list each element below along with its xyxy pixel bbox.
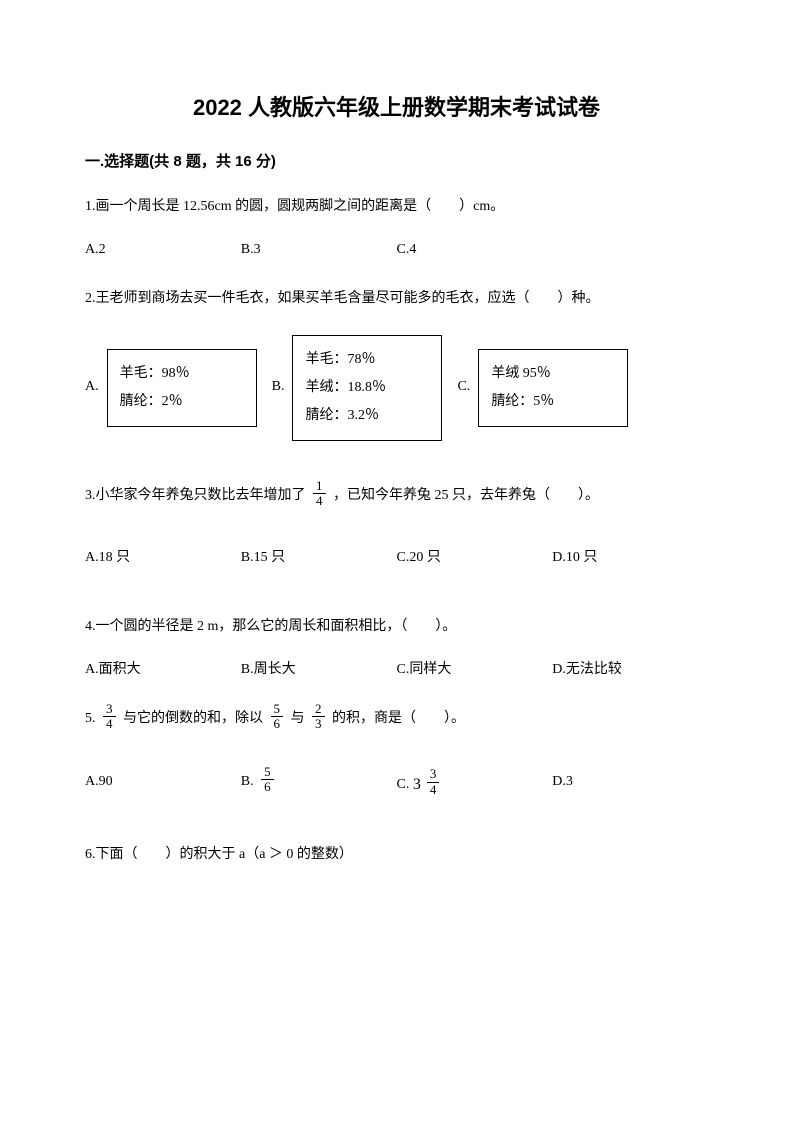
q5-f1-num: 3	[103, 702, 116, 717]
q3-text: 3.小华家今年养兔只数比去年增加了 1 4 ，已知今年养兔 25 只，去年养兔（…	[85, 481, 708, 512]
q5-text-p1: 5.	[85, 711, 96, 726]
q1-opt-spacer	[552, 235, 708, 266]
q3-optA: A.18 只	[85, 543, 241, 574]
q2-optB-group: B. 羊毛：78％ 羊绒：18.8％ 腈纶：3.2％	[272, 335, 443, 441]
q5-text-p3: 与	[291, 711, 305, 726]
q5-spacer	[85, 747, 708, 767]
q2-optA-box: 羊毛：98％ 腈纶：2％	[107, 349, 257, 427]
spacer-q3q4	[85, 592, 708, 612]
q3-options: A.18 只 B.15 只 C.20 只 D.10 只	[85, 543, 708, 574]
q2-optA-group: A. 羊毛：98％ 腈纶：2％	[85, 349, 257, 427]
q3-text-p2: ，已知今年养兔 25 只，去年养兔（ ）。	[333, 488, 599, 503]
q5-optB-frac: 5 6	[261, 765, 274, 795]
q3-frac-den: 4	[313, 494, 326, 508]
question-5: 5. 3 4 与它的倒数的和，除以 5 6 与 2 3 的积，商是（ ）。 A.…	[85, 704, 708, 802]
q1-optC: C.4	[397, 235, 553, 266]
q5-optB-den: 6	[261, 780, 274, 794]
q1-optB: B.3	[241, 235, 397, 266]
q5-f1: 3 4	[103, 702, 116, 732]
q5-optD: D.3	[552, 767, 708, 802]
q4-text: 4.一个圆的半径是 2 m，那么它的周长和面积相比，（ ）。	[85, 612, 708, 643]
question-2: 2.王老师到商场去买一件毛衣，如果买羊毛含量尽可能多的毛衣，应选（ ）种。 A.…	[85, 284, 708, 441]
q3-optC: C.20 只	[397, 543, 553, 574]
q2-optB-line2: 羊绒：18.8％	[305, 374, 429, 402]
q3-spacer	[85, 523, 708, 543]
q3-optD: D.10 只	[552, 543, 708, 574]
q5-optB-label: B.	[241, 774, 254, 789]
q5-optC: C. 3 3 4	[397, 767, 553, 802]
section-header: 一.选择题(共 8 题，共 16 分)	[85, 150, 708, 174]
q5-optA: A.90	[85, 767, 241, 802]
question-4: 4.一个圆的半径是 2 m，那么它的周长和面积相比，（ ）。 A.面积大 B.周…	[85, 612, 708, 686]
q3-optB: B.15 只	[241, 543, 397, 574]
q2-optC-label: C.	[457, 372, 470, 403]
q5-optC-frac: 3 4	[427, 767, 440, 797]
q5-f2: 5 6	[271, 702, 284, 732]
q5-optC-mixed: 3 3 4	[413, 767, 444, 802]
q4-optA: A.面积大	[85, 655, 241, 686]
question-1: 1.画一个周长是 12.56cm 的圆，圆规两脚之间的距离是（ ）cm。 A.2…	[85, 192, 708, 266]
q5-optC-den: 4	[427, 783, 440, 797]
q5-optC-label: C.	[397, 776, 410, 791]
q2-optA-line2: 腈纶：2％	[120, 388, 244, 416]
q5-f2-num: 5	[271, 702, 284, 717]
q5-f3-num: 2	[312, 702, 325, 717]
q5-text: 5. 3 4 与它的倒数的和，除以 5 6 与 2 3 的积，商是（ ）。	[85, 704, 708, 735]
q3-frac-num: 1	[313, 479, 326, 494]
q2-optB-line1: 羊毛：78％	[305, 346, 429, 374]
q5-text-p2: 与它的倒数的和，除以	[123, 711, 263, 726]
q2-optB-line3: 腈纶：3.2％	[305, 402, 429, 430]
q4-optD: D.无法比较	[552, 655, 708, 686]
q2-text: 2.王老师到商场去买一件毛衣，如果买羊毛含量尽可能多的毛衣，应选（ ）种。	[85, 284, 708, 315]
page-title: 2022 人教版六年级上册数学期末考试试卷	[85, 90, 708, 125]
q1-options: A.2 B.3 C.4	[85, 235, 708, 266]
q5-optB: B. 5 6	[241, 767, 397, 802]
q3-text-p1: 3.小华家今年养兔只数比去年增加了	[85, 488, 306, 503]
q6-text: 6.下面（ ）的积大于 a（a ＞ 0 的整数）	[85, 840, 708, 871]
question-3: 3.小华家今年养兔只数比去年增加了 1 4 ，已知今年养兔 25 只，去年养兔（…	[85, 481, 708, 575]
question-6: 6.下面（ ）的积大于 a（a ＞ 0 的整数）	[85, 840, 708, 871]
q1-text: 1.画一个周长是 12.56cm 的圆，圆规两脚之间的距离是（ ）cm。	[85, 192, 708, 223]
q5-text-p4: 的积，商是（ ）。	[332, 711, 465, 726]
q4-optB: B.周长大	[241, 655, 397, 686]
q2-box-options: A. 羊毛：98％ 腈纶：2％ B. 羊毛：78％ 羊绒：18.8％ 腈纶：3.…	[85, 335, 708, 441]
q5-f3: 2 3	[312, 702, 325, 732]
q2-optB-label: B.	[272, 372, 285, 403]
q2-optC-line1: 羊绒 95％	[491, 360, 615, 388]
q5-f3-den: 3	[312, 717, 325, 731]
q4-optC: C.同样大	[397, 655, 553, 686]
q2-optB-box: 羊毛：78％ 羊绒：18.8％ 腈纶：3.2％	[292, 335, 442, 441]
q2-optC-box: 羊绒 95％ 腈纶：5％	[478, 349, 628, 427]
q5-options: A.90 B. 5 6 C. 3 3 4 D.3	[85, 767, 708, 802]
q5-optC-whole: 3	[413, 767, 421, 802]
q5-optB-num: 5	[261, 765, 274, 780]
q4-options: A.面积大 B.周长大 C.同样大 D.无法比较	[85, 655, 708, 686]
q2-optA-label: A.	[85, 372, 99, 403]
q1-optA: A.2	[85, 235, 241, 266]
q2-optA-line1: 羊毛：98％	[120, 360, 244, 388]
q3-fraction: 1 4	[313, 479, 326, 509]
q5-f2-den: 6	[271, 717, 284, 731]
spacer-q5q6	[85, 820, 708, 840]
q2-optC-line2: 腈纶：5％	[491, 388, 615, 416]
q2-optC-group: C. 羊绒 95％ 腈纶：5％	[457, 349, 628, 427]
q5-optC-num: 3	[427, 767, 440, 782]
q5-f1-den: 4	[103, 717, 116, 731]
